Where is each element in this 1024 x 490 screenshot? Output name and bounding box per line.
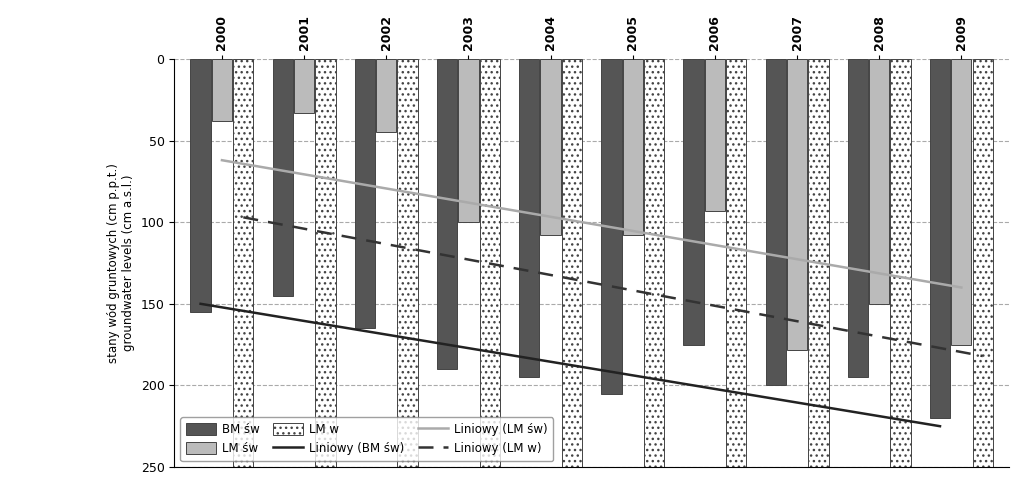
Bar <box>848 59 868 377</box>
Bar <box>623 59 643 235</box>
Bar <box>644 59 665 467</box>
Bar <box>315 59 336 467</box>
Bar <box>705 59 725 211</box>
Bar <box>808 59 828 467</box>
Bar <box>397 59 418 467</box>
Bar <box>951 59 972 344</box>
Bar <box>437 59 457 369</box>
Bar <box>233 59 254 467</box>
Bar <box>294 59 314 113</box>
Bar <box>601 59 622 393</box>
Bar <box>930 59 950 418</box>
Bar <box>766 59 785 386</box>
Bar <box>272 59 293 295</box>
Bar <box>973 59 993 467</box>
Bar <box>376 59 396 132</box>
Bar <box>786 59 807 349</box>
Bar <box>683 59 703 344</box>
Bar <box>891 59 910 467</box>
Bar <box>726 59 746 467</box>
Y-axis label: stany wód gruntowych (cm p.p.t.)
groundwater levels (cm a.s.l.): stany wód gruntowych (cm p.p.t.) groundw… <box>108 163 135 363</box>
Bar <box>562 59 582 467</box>
Bar <box>212 59 232 121</box>
Bar <box>479 59 500 467</box>
Bar <box>541 59 561 235</box>
Bar <box>190 59 211 312</box>
Bar <box>519 59 540 377</box>
Bar <box>869 59 889 304</box>
Bar <box>354 59 375 328</box>
Bar <box>459 59 478 222</box>
Legend: BM św, LM św, LM w, Liniowy (BM św), Liniowy (LM św), Liniowy (LM w): BM św, LM św, LM w, Liniowy (BM św), Lin… <box>180 417 553 461</box>
